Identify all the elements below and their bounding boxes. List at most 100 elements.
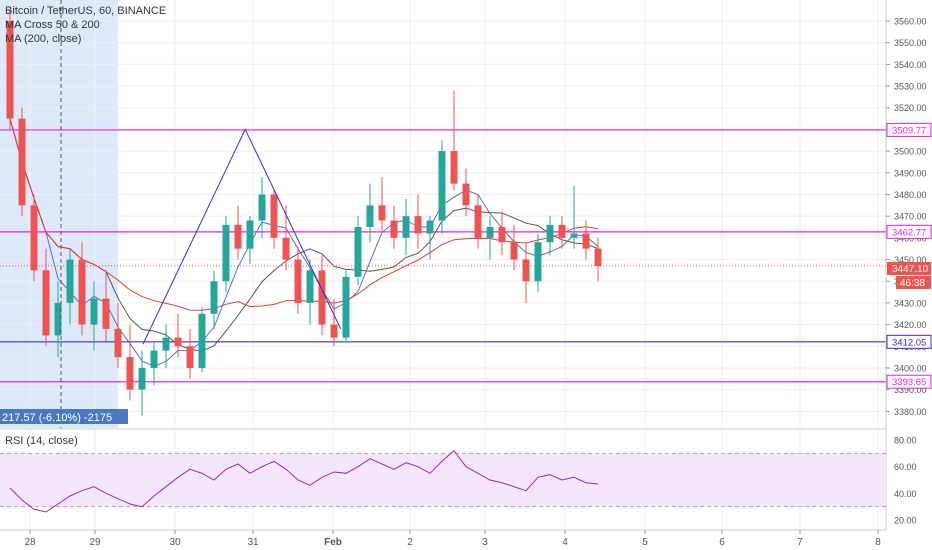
candle-body [342, 276, 350, 338]
price-tick-label: 3520.00 [894, 103, 927, 113]
candle-body [198, 313, 206, 368]
ma-legend: MA (200, close) [5, 33, 81, 45]
candle-body [414, 216, 422, 234]
candle-body [318, 270, 326, 325]
countdown-label: 46:38 [900, 278, 925, 289]
candles [6, 10, 602, 416]
rsi-legend: RSI (14, close) [5, 435, 78, 447]
candle-body [402, 216, 410, 238]
candle-body [330, 324, 338, 338]
candle-body [42, 270, 50, 336]
candle-body [162, 337, 170, 351]
candle-body [306, 270, 314, 303]
rsi-axis-ticks: 80.00 60.00 40.00 20.00 [894, 436, 917, 526]
time-tick-label: 31 [247, 537, 259, 548]
price-tick-label: 3540.00 [894, 60, 927, 70]
horizontal-levels [0, 129, 886, 383]
candle-body [270, 194, 278, 238]
candle-body [234, 224, 242, 249]
rsi-tick-label: 80.00 [894, 436, 917, 446]
time-axis-ticks: 28 29 30 31 Feb 2 3 4 5 6 7 8 [24, 530, 881, 548]
candle-body [510, 242, 518, 260]
change-badge: 217.57 (-6.10%) -2175 [2, 412, 112, 424]
time-tick-label: 6 [719, 537, 725, 548]
level-tags: 3509.77 3462.77 3412.05 3393.65 [886, 122, 932, 389]
level-tag-label: 3393.65 [892, 377, 926, 388]
rsi-band [0, 453, 886, 507]
countdown-tag [896, 276, 931, 289]
candle-body [210, 281, 218, 314]
candle-body [462, 183, 470, 206]
candle-body [90, 298, 98, 325]
price-tick-label: 3500.00 [894, 147, 927, 157]
rsi-tick-label: 20.00 [894, 516, 917, 526]
triangle-drawing[interactable] [142, 128, 342, 345]
price-tick-label: 3380.00 [894, 407, 927, 417]
price-tick-label: 3450.00 [894, 255, 927, 265]
time-tick-label: 2 [407, 537, 413, 548]
candle-body [114, 328, 122, 358]
candle-body [378, 205, 386, 221]
time-tick-label: 7 [797, 537, 803, 548]
candle-body [150, 350, 158, 368]
ma-cross-legend: MA Cross 50 & 200 [5, 19, 100, 31]
price-tick-label: 3430.00 [894, 298, 927, 308]
time-tick-label: Feb [324, 537, 342, 548]
time-tick-label: 5 [642, 537, 648, 548]
candle-body [222, 224, 230, 282]
candle-body [594, 248, 602, 267]
candle-body [138, 367, 146, 390]
candle-body [186, 346, 194, 368]
price-tick-label: 3400.00 [894, 363, 927, 373]
candle-body [282, 237, 290, 260]
candle-body [78, 259, 86, 325]
price-tick-label: 3470.00 [894, 212, 927, 222]
candle-body [6, 21, 14, 119]
candle-body [486, 227, 494, 238]
time-tick-label: 8 [875, 537, 881, 548]
candle-body [258, 194, 266, 221]
candle-body [246, 220, 254, 249]
level-tag [886, 374, 932, 389]
level-tag [886, 334, 932, 349]
price-tick-label: 3390.00 [894, 385, 927, 395]
rsi-band-bounds [0, 452, 886, 508]
candle-body [474, 205, 482, 238]
candle-body [126, 357, 134, 390]
rsi-tick-label: 60.00 [894, 462, 917, 472]
level-tag [886, 122, 932, 137]
candle-body [546, 224, 554, 243]
candle-body [570, 233, 578, 238]
candle-body [426, 220, 434, 234]
time-tick-label: 28 [24, 537, 36, 548]
time-tick-label: 29 [89, 537, 101, 548]
price-tick-label: 3480.00 [894, 190, 927, 200]
level-tag-label: 3509.77 [892, 125, 926, 136]
time-tick-label: 30 [169, 537, 181, 548]
candle-body [54, 302, 62, 336]
symbol-title: Bitcoin / TetherUS, 60, BINANCE [5, 5, 166, 17]
level-tag-label: 3462.77 [892, 227, 926, 238]
time-tick-label: 4 [562, 537, 568, 548]
change-badge-bg [0, 409, 128, 424]
price-tick-label: 3560.00 [894, 17, 927, 27]
candle-body [390, 220, 398, 238]
level-tag-label: 3412.05 [892, 337, 926, 348]
candle-body [438, 151, 446, 221]
candle-body [582, 233, 590, 249]
rsi-tick-label: 40.00 [894, 489, 917, 499]
candle-body [498, 227, 506, 243]
last-price-tag [887, 262, 931, 275]
triangle-lines [142, 128, 342, 345]
price-tick-label: 3530.00 [894, 82, 927, 92]
price-tick-label: 3420.00 [894, 320, 927, 330]
candle-body [558, 224, 566, 238]
candle-body [66, 259, 74, 303]
candle-body [30, 205, 38, 271]
selection-highlight [0, 0, 118, 428]
candle-body [354, 227, 362, 277]
price-tick-label: 3490.00 [894, 168, 927, 178]
candle-body [534, 242, 542, 282]
candle-body [294, 259, 302, 303]
